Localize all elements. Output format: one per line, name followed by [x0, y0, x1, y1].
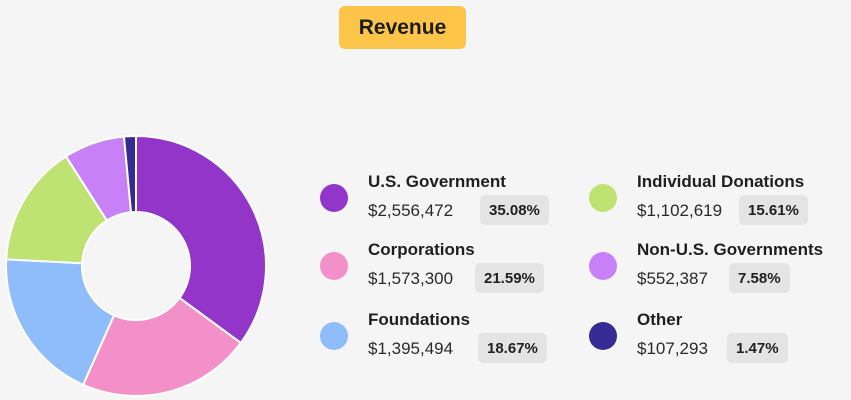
legend-swatch: [589, 252, 617, 280]
legend-label: U.S. Government: [368, 172, 506, 191]
legend-amount: $1,395,494: [368, 339, 454, 358]
legend-percent-badge: 7.58%: [729, 263, 790, 293]
donut-slice-individual-donations[interactable]: [5, 155, 109, 265]
legend-swatch: [589, 184, 617, 212]
legend-swatch: [320, 184, 348, 212]
legend-amount: $107,293: [637, 339, 708, 358]
legend-label: Foundations: [368, 310, 470, 329]
donut-slice-other[interactable]: [122, 134, 137, 214]
legend-label: Individual Donations: [637, 172, 805, 191]
legend-amount: $2,556,472: [368, 201, 454, 220]
legend-label: Corporations: [368, 240, 475, 259]
legend-label: Non-U.S. Governments: [637, 240, 824, 259]
legend-percent-badge: 35.08%: [480, 195, 549, 225]
donut-slice-corporations[interactable]: [81, 296, 243, 397]
legend-percent-badge: 18.67%: [478, 333, 547, 363]
legend-label: Other: [637, 310, 683, 329]
legend-percent-badge: 21.59%: [475, 263, 544, 293]
legend-amount: $1,102,619: [637, 201, 723, 220]
donut-slice-foundations[interactable]: [5, 258, 116, 387]
legend-swatch: [320, 252, 348, 280]
legend-swatch: [589, 322, 617, 350]
revenue-donut-chart: [5, 134, 267, 397]
chart-title: Revenue: [339, 6, 466, 49]
legend-amount: $1,573,300: [368, 269, 454, 288]
donut-slice-u-s-government[interactable]: [135, 134, 267, 345]
legend-percent-badge: 1.47%: [727, 333, 788, 363]
legend-amount: $552,387: [637, 269, 708, 288]
legend-percent-badge: 15.61%: [739, 195, 808, 225]
legend-swatch: [320, 322, 348, 350]
